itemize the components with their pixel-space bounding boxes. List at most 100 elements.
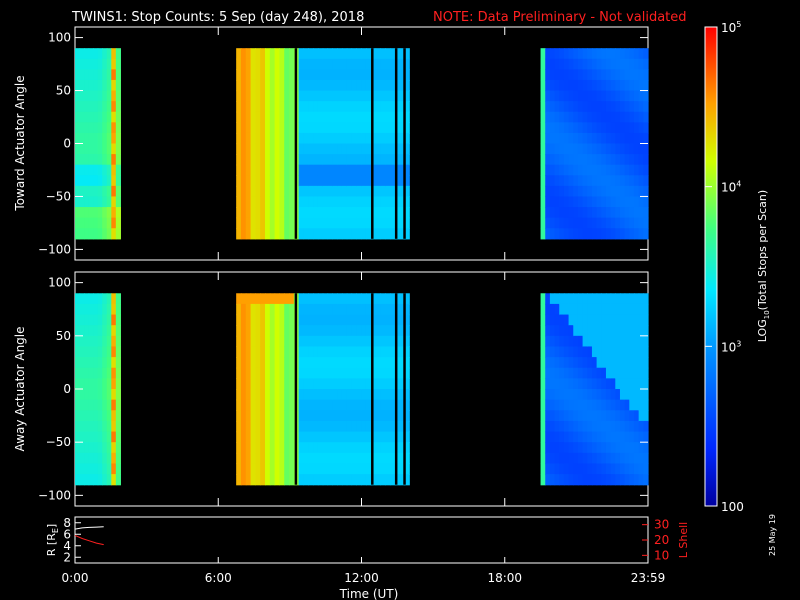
heatmap-cell	[332, 196, 338, 208]
heatmap-cell	[75, 399, 81, 411]
heatmap-cell	[346, 217, 353, 229]
heatmap-cell	[577, 303, 584, 316]
heatmap-cell	[341, 463, 348, 475]
heatmap-cell	[79, 431, 85, 443]
heatmap-cell	[284, 399, 290, 411]
heatmap-cell	[615, 378, 621, 390]
heatmap-cell	[93, 452, 99, 465]
heatmap-cell	[341, 58, 348, 70]
heatmap-cell	[298, 474, 305, 486]
heatmap-cell	[313, 175, 319, 187]
heatmap-cell	[317, 378, 324, 390]
heatmap-cell	[106, 90, 112, 102]
heatmap-cell	[394, 314, 401, 326]
heatmap-cell	[638, 410, 644, 422]
heatmap-cell	[549, 420, 556, 433]
heatmap-cell	[115, 399, 121, 411]
heatmap-cell	[236, 79, 242, 92]
heatmap-cell	[341, 101, 348, 113]
heatmap-cell	[385, 463, 391, 475]
heatmap-cell	[255, 79, 261, 92]
heatmap-cell	[365, 378, 372, 390]
heatmap-cell	[596, 79, 602, 92]
heatmap-cell	[554, 474, 560, 486]
heatmap-cell	[624, 452, 630, 465]
heatmap-cell	[303, 357, 309, 369]
heatmap-cell	[394, 101, 401, 113]
heatmap-cell	[615, 164, 621, 176]
heatmap-cell	[313, 164, 319, 176]
heatmap-cell	[404, 175, 410, 187]
heatmap-cell	[624, 399, 630, 411]
heatmap-cell	[385, 293, 391, 305]
heatmap-cell	[75, 367, 81, 379]
heatmap-cell	[596, 357, 602, 369]
heatmap-cell	[643, 48, 649, 60]
heatmap-cell	[250, 217, 256, 229]
heatmap-cell	[610, 48, 616, 60]
heatmap-cell	[313, 303, 319, 316]
heatmap-cell	[351, 69, 357, 81]
heatmap-cell	[577, 325, 584, 337]
heatmap-cell	[79, 101, 85, 113]
heatmap-cell	[337, 111, 343, 123]
heatmap-cell	[317, 207, 324, 219]
heatmap-cell	[563, 196, 570, 208]
heatmap-cell	[317, 410, 324, 422]
heatmap-cell	[554, 48, 560, 60]
heatmap-cell	[240, 69, 247, 81]
heatmap-cell	[577, 357, 584, 369]
heatmap-cell	[84, 69, 90, 81]
heatmap-cell	[615, 357, 621, 369]
heatmap-cell	[629, 228, 635, 240]
heatmap-cell	[88, 101, 94, 113]
heatmap-cell	[75, 303, 81, 316]
heatmap-cell	[303, 185, 309, 198]
y-tick-label: −50	[46, 189, 71, 203]
heatmap-cell	[399, 442, 406, 454]
heatmap-cell	[115, 293, 121, 305]
heatmap-cell	[385, 217, 391, 229]
heatmap-cell	[303, 399, 309, 411]
heatmap-cell	[93, 399, 99, 411]
colorbar-tick-label: 104	[721, 180, 741, 195]
heatmap-cell	[573, 132, 579, 145]
heatmap-cell	[582, 90, 588, 102]
heatmap-cell	[327, 346, 333, 358]
heatmap-cell	[240, 367, 247, 379]
heatmap-cell	[573, 346, 579, 358]
heatmap-cell	[106, 346, 112, 358]
heatmap-cell	[399, 378, 406, 390]
heatmap-cell	[322, 207, 329, 219]
heatmap-cell	[554, 367, 560, 379]
heatmap-cell	[563, 420, 570, 433]
heatmap-cell	[615, 314, 621, 326]
heatmap-cell	[260, 111, 266, 123]
data-dropout-line	[394, 48, 398, 239]
heatmap-cell	[624, 335, 630, 348]
heatmap-cell	[356, 228, 362, 240]
heatmap-cell	[390, 228, 396, 240]
heatmap-cell	[313, 357, 319, 369]
heatmap-cell	[549, 207, 556, 219]
heatmap-cell	[351, 389, 357, 401]
heatmap-cell	[559, 185, 565, 198]
heatmap-cell	[549, 346, 556, 358]
heatmap-cell	[390, 410, 396, 422]
heatmap-cell	[615, 442, 621, 454]
heatmap-cell	[638, 357, 644, 369]
heatmap-cell	[549, 389, 556, 401]
heatmap-cell	[289, 410, 295, 422]
heatmap-cell	[624, 185, 630, 198]
heatmap-cell	[549, 357, 556, 369]
heatmap-cell	[97, 314, 103, 326]
heatmap-cell	[587, 474, 593, 486]
heatmap-cell	[582, 442, 588, 454]
heatmap-cell	[279, 143, 285, 155]
heatmap-cell	[615, 207, 621, 219]
heatmap-cell	[289, 132, 295, 145]
heatmap-cell	[563, 164, 570, 176]
heatmap-cell	[298, 132, 305, 145]
heatmap-cell	[102, 69, 108, 81]
heatmap-cell	[274, 58, 281, 70]
